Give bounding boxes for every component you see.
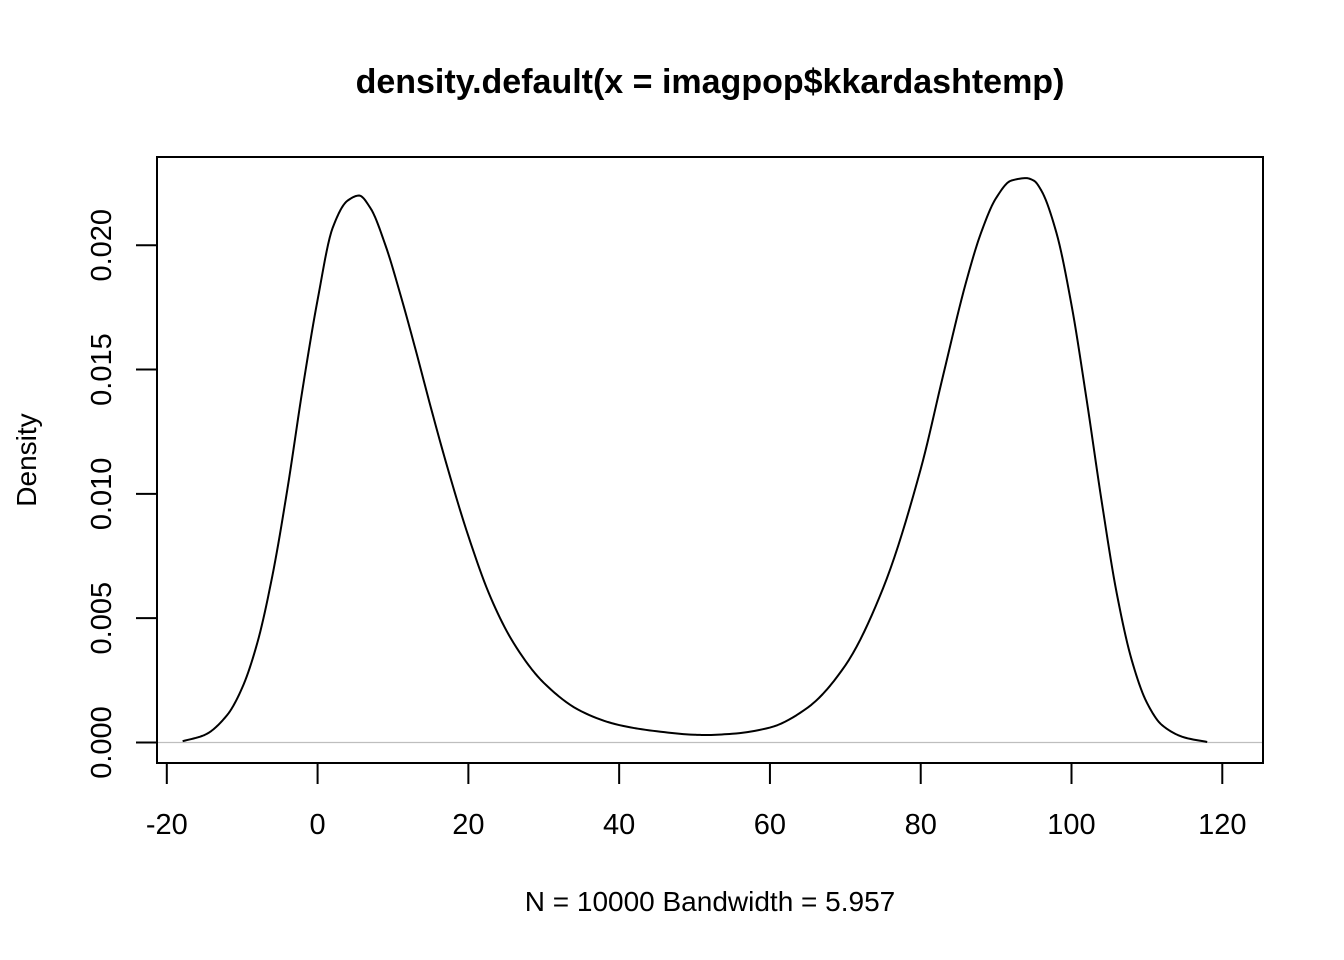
y-tick-label: 0.005 <box>86 582 118 655</box>
x-tick-label: 80 <box>905 809 937 841</box>
x-tick-label: 120 <box>1198 809 1246 841</box>
chart-title: density.default(x = imagpop$kkardashtemp… <box>356 63 1065 101</box>
x-tick-label: -20 <box>146 809 188 841</box>
density-curve <box>182 177 1208 743</box>
y-tick-label: 0.015 <box>86 333 118 406</box>
x-tick-label: 60 <box>754 809 786 841</box>
x-tick-label: 0 <box>310 809 326 841</box>
y-tick-label: 0.000 <box>86 706 118 779</box>
plot-area: -20 0 20 40 60 80 100 120 0.000 0.005 0.010 0.015 0.… <box>86 156 1264 841</box>
x-tick-label: 100 <box>1047 809 1095 841</box>
y-axis-label: Density <box>11 413 42 506</box>
x-axis-label: N = 10000 Bandwidth = 5.957 <box>525 886 896 917</box>
y-tick-label: 0.010 <box>86 458 118 531</box>
y-tick-label: 0.020 <box>86 209 118 282</box>
plot-frame <box>156 156 1264 764</box>
x-tick-label: 40 <box>603 809 635 841</box>
x-tick-label: 20 <box>452 809 484 841</box>
